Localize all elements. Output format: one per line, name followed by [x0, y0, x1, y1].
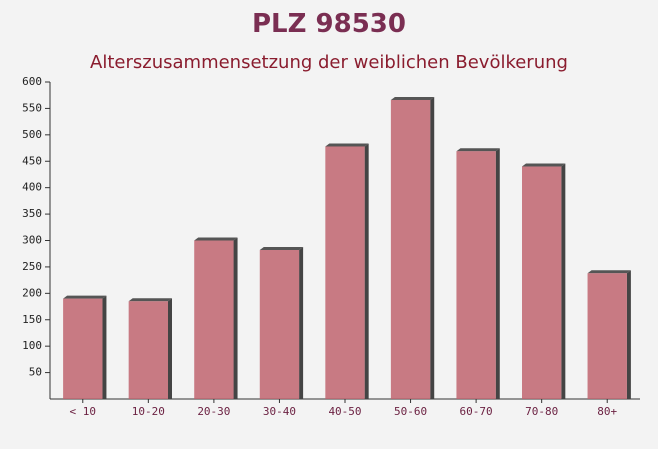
bar-top [325, 143, 369, 147]
bar [456, 151, 496, 399]
bar [522, 166, 562, 399]
bar-side [626, 270, 631, 399]
bar [128, 301, 168, 399]
bar-top [587, 270, 631, 274]
x-tick-label: < 10 [70, 405, 97, 418]
bar-side [233, 237, 238, 399]
y-tick-label: 300 [22, 234, 42, 247]
y-tick-label: 250 [22, 260, 42, 273]
bar-side [102, 295, 107, 399]
bar [194, 240, 234, 399]
bar-side [299, 247, 304, 399]
y-tick-label: 50 [29, 366, 42, 379]
y-tick-label: 400 [22, 181, 42, 194]
bar-side [495, 148, 500, 399]
y-tick-label: 600 [22, 75, 42, 88]
bar-top [390, 96, 435, 100]
bar-top [522, 163, 566, 167]
x-tick-label: 10-20 [132, 405, 165, 418]
x-tick-label: 80+ [597, 405, 617, 418]
x-tick-label: 50-60 [394, 405, 427, 418]
x-tick-label: 20-30 [197, 405, 230, 418]
x-tick-label: 60-70 [460, 405, 493, 418]
chart-title: PLZ 98530 [252, 9, 406, 39]
bar [63, 298, 103, 399]
x-tick-label: 40-50 [328, 405, 361, 418]
bar-top [128, 298, 172, 302]
bar-top [194, 237, 238, 241]
y-tick-label: 100 [22, 339, 42, 352]
bar-side [168, 298, 172, 399]
bar [587, 273, 627, 399]
y-tick-label: 450 [22, 154, 42, 167]
y-tick-label: 200 [22, 286, 42, 299]
y-tick-label: 350 [22, 207, 42, 220]
bar-side [364, 143, 369, 399]
y-tick-label: 500 [22, 128, 42, 141]
x-tick-label: 70-80 [525, 405, 558, 418]
y-tick-label: 150 [22, 313, 42, 326]
bar-top [259, 247, 304, 251]
bar-top [63, 295, 107, 299]
bar [325, 146, 365, 399]
y-tick-label: 550 [22, 101, 42, 114]
bar-side [430, 96, 435, 400]
x-tick-label: 30-40 [263, 405, 296, 418]
bar [259, 250, 300, 399]
bar-side [561, 163, 566, 399]
bar-top [456, 148, 500, 152]
chart-subtitle: Alterszusammensetzung der weiblichen Bev… [90, 52, 568, 73]
bar [390, 99, 431, 400]
